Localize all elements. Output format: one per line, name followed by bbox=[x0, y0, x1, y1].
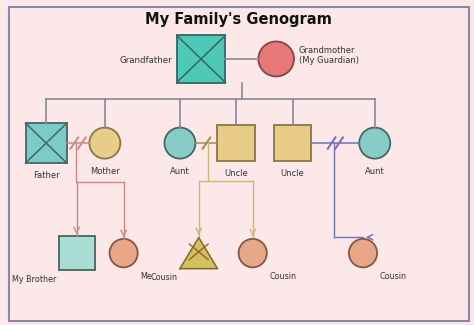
Text: Me: Me bbox=[140, 272, 152, 281]
Ellipse shape bbox=[90, 127, 120, 159]
Ellipse shape bbox=[258, 42, 294, 76]
Text: Cousin: Cousin bbox=[269, 272, 296, 281]
Text: Uncle: Uncle bbox=[281, 169, 304, 178]
Bar bbox=[177, 35, 226, 83]
Text: Cousin: Cousin bbox=[151, 274, 178, 282]
Text: Cousin: Cousin bbox=[379, 272, 406, 281]
Text: My Brother: My Brother bbox=[12, 275, 56, 284]
Polygon shape bbox=[180, 238, 218, 269]
Text: Mother: Mother bbox=[90, 167, 120, 176]
Text: Aunt: Aunt bbox=[365, 167, 384, 176]
Bar bbox=[218, 125, 255, 161]
Bar bbox=[274, 125, 311, 161]
Bar bbox=[26, 123, 67, 163]
Text: Grandfather: Grandfather bbox=[119, 56, 172, 65]
Text: My Family's Genogram: My Family's Genogram bbox=[145, 12, 332, 27]
Ellipse shape bbox=[164, 127, 195, 159]
Bar bbox=[59, 236, 94, 270]
Text: Father: Father bbox=[33, 171, 59, 180]
Text: Grandmother
(My Guardian): Grandmother (My Guardian) bbox=[299, 46, 359, 65]
Ellipse shape bbox=[238, 239, 267, 267]
Text: Uncle: Uncle bbox=[224, 169, 248, 178]
Ellipse shape bbox=[349, 239, 377, 267]
Ellipse shape bbox=[359, 127, 390, 159]
Text: Aunt: Aunt bbox=[170, 167, 190, 176]
Ellipse shape bbox=[109, 239, 138, 267]
